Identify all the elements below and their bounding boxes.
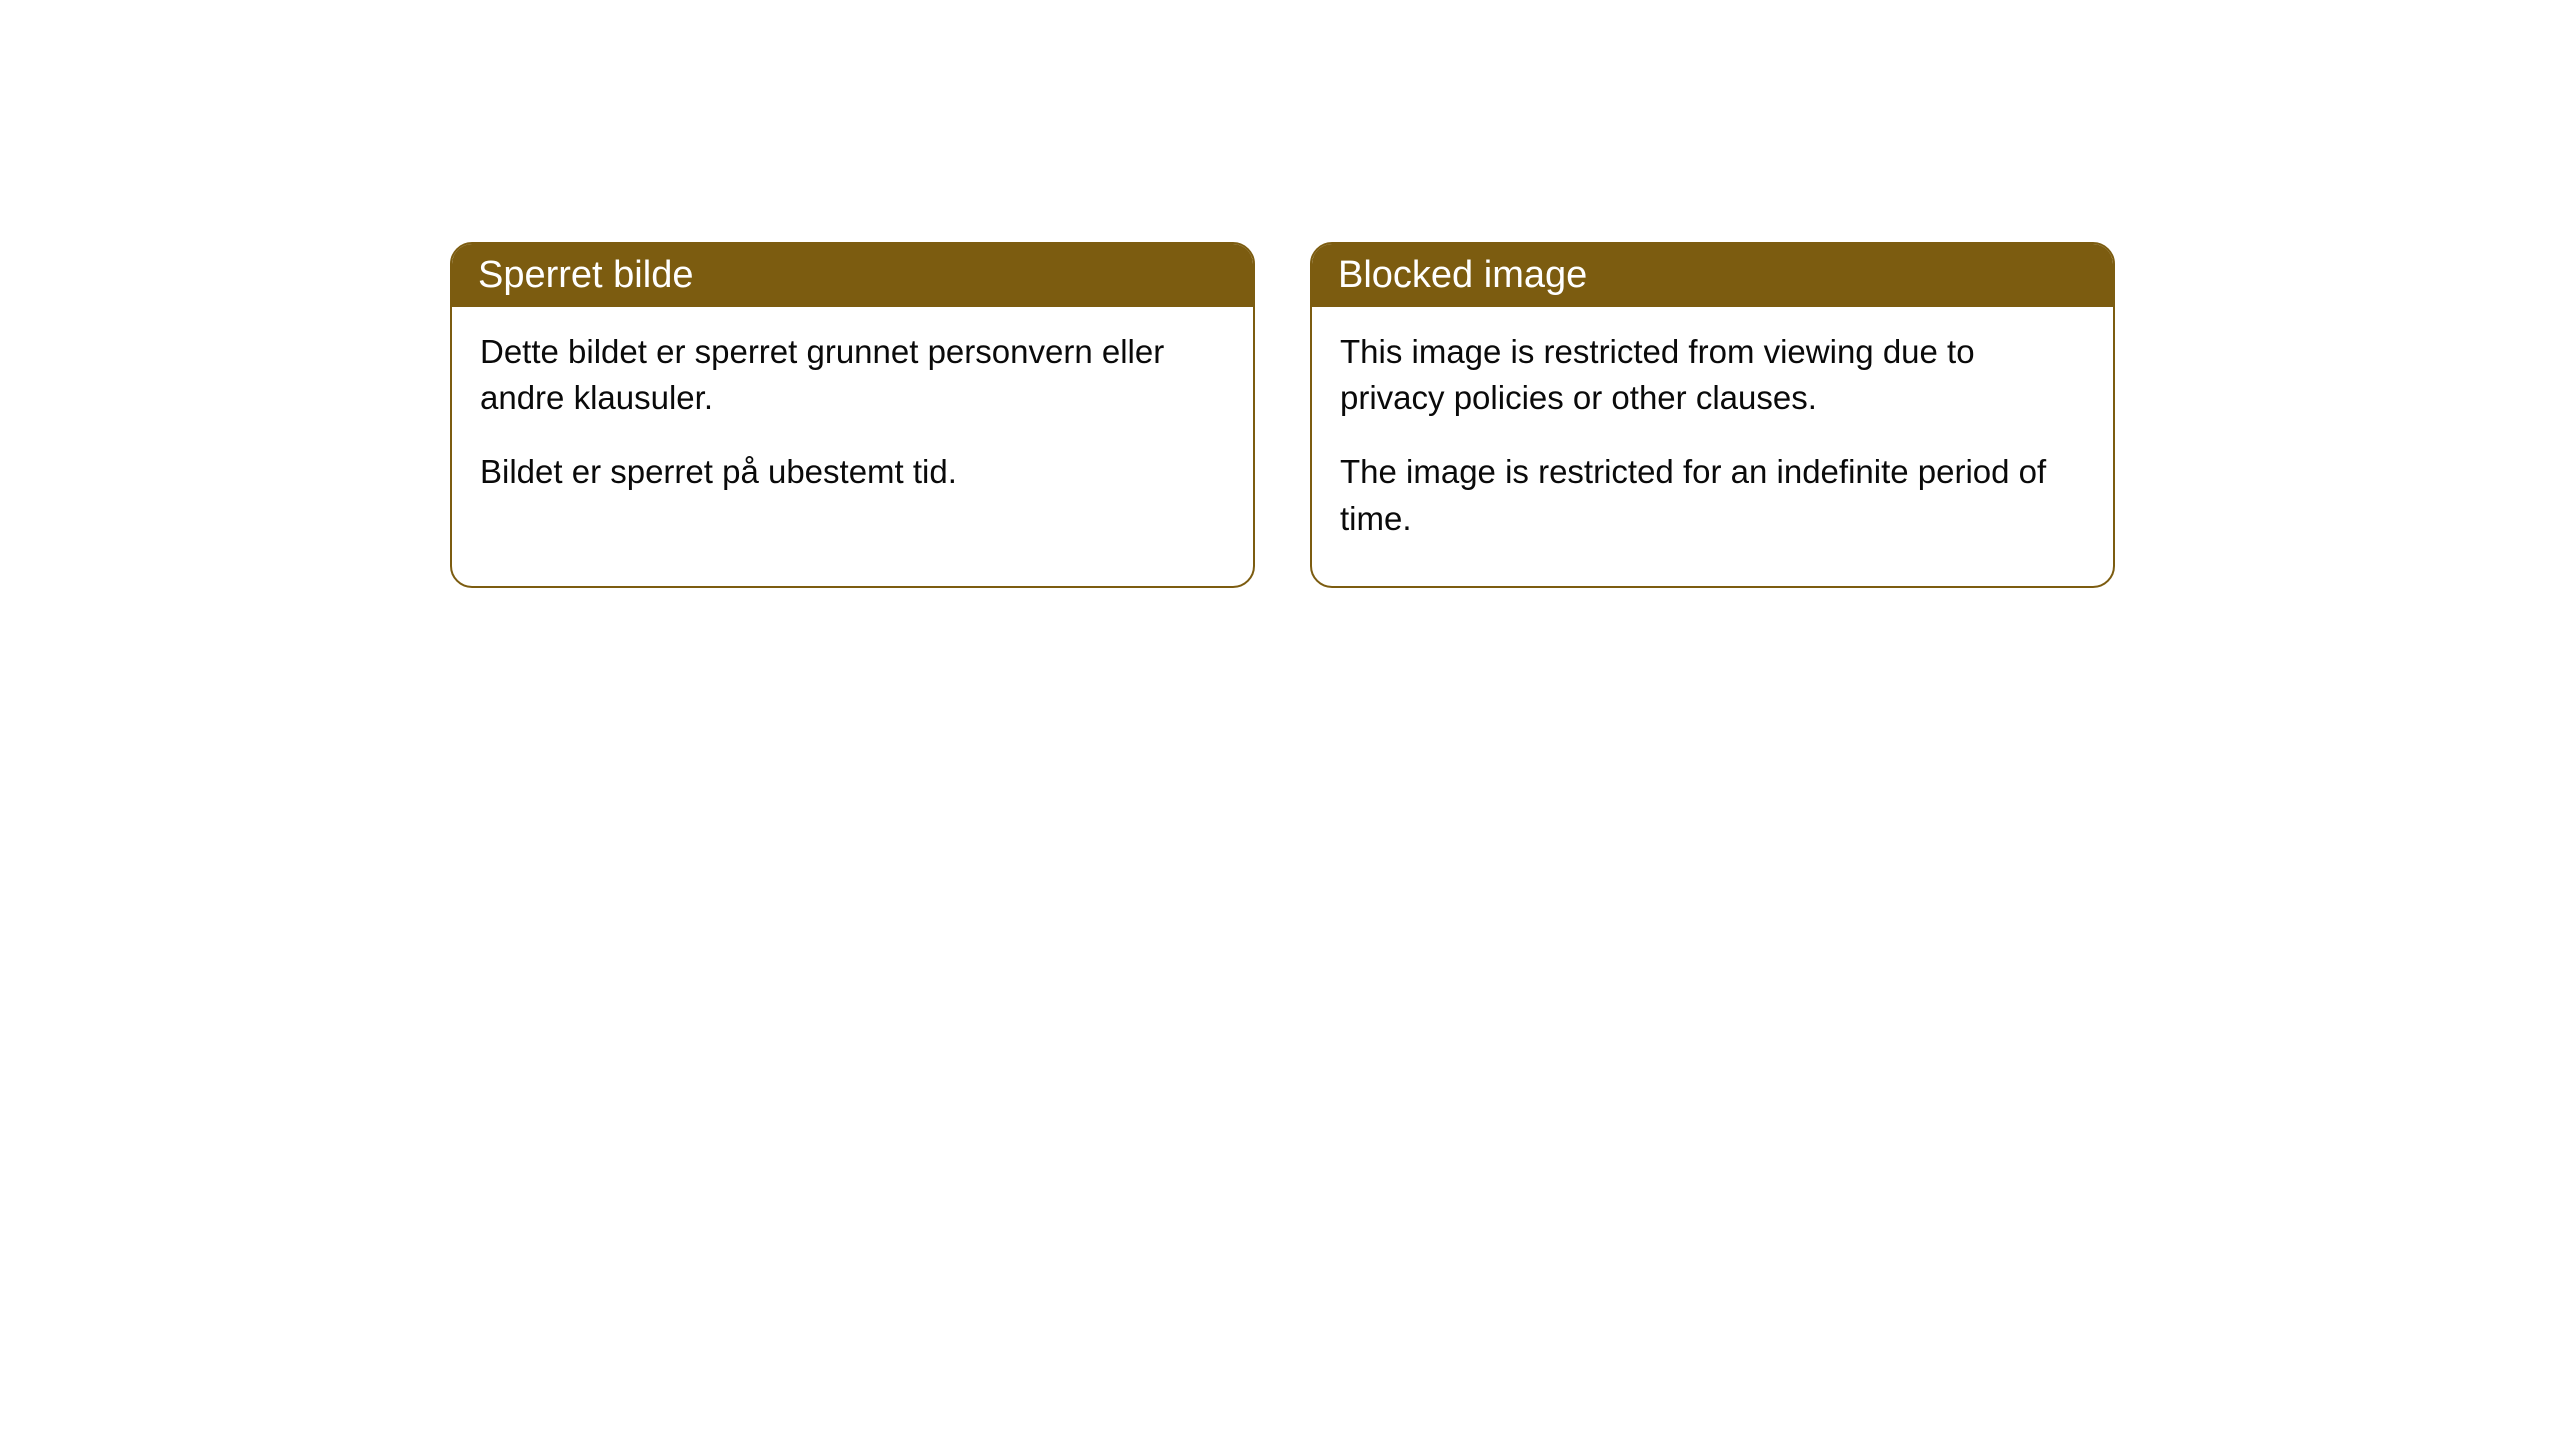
card-paragraph: The image is restricted for an indefinit… (1340, 449, 2085, 541)
card-header: Sperret bilde (452, 244, 1253, 307)
card-title: Blocked image (1338, 254, 1587, 296)
card-body: Dette bildet er sperret grunnet personve… (452, 307, 1253, 540)
card-paragraph: This image is restricted from viewing du… (1340, 329, 2085, 421)
card-header: Blocked image (1312, 244, 2113, 307)
card-body: This image is restricted from viewing du… (1312, 307, 2113, 586)
card-paragraph: Dette bildet er sperret grunnet personve… (480, 329, 1225, 421)
notice-cards-container: Sperret bilde Dette bildet er sperret gr… (450, 242, 2115, 588)
card-title: Sperret bilde (478, 254, 693, 296)
notice-card-english: Blocked image This image is restricted f… (1310, 242, 2115, 588)
notice-card-norwegian: Sperret bilde Dette bildet er sperret gr… (450, 242, 1255, 588)
card-paragraph: Bildet er sperret på ubestemt tid. (480, 449, 1225, 495)
